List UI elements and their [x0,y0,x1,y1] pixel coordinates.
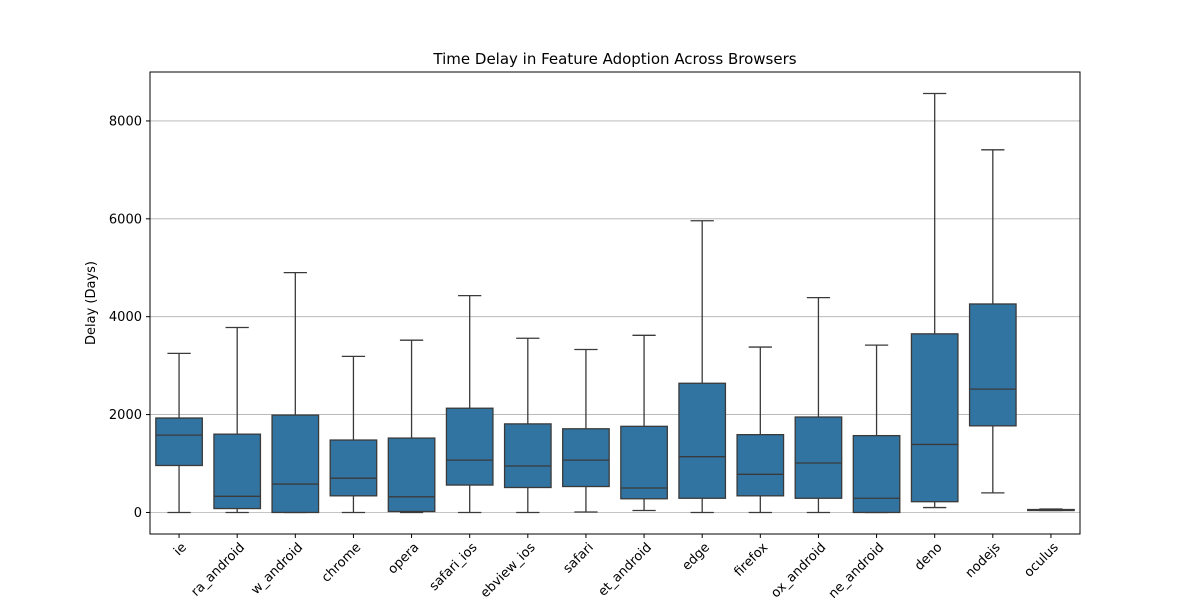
box-group-safari_ios [445,295,494,514]
box-iqr [678,382,727,499]
box-group-edge [678,220,727,514]
x-tick-label: firefox [731,540,771,580]
box-group-safari [562,348,610,513]
box-iqr [213,433,262,510]
x-tick-label: deno [912,540,946,574]
box-iqr [736,434,785,497]
y-tick-label: 0 [134,506,142,521]
box-iqr [445,407,494,486]
x-tick-label: ebview_ios [478,540,539,600]
x-tick-label: nodejs [963,540,1004,581]
box-iqr [155,417,203,467]
x-tick-label: safari [561,540,597,576]
box-group-nodejs [968,149,1017,494]
box-group-ie [155,352,203,514]
x-tick-label: safari_ios [427,540,481,594]
box-group-opera [387,339,436,514]
box-group-webview_ios [503,337,552,514]
box-group-opera_android [213,326,262,514]
x-tick-label: ie [171,540,190,559]
x-tick-label: et_android [596,540,655,599]
x-tick-label: ra_android [189,540,249,600]
x-tick-label: ox_android [768,540,829,600]
box-iqr [271,414,320,514]
x-tick-label: ne_android [826,540,888,600]
box-group-oculus [1027,508,1075,512]
box-iqr [910,333,959,503]
chart-title: Time Delay in Feature Adoption Across Br… [432,50,796,68]
box-group-deno [910,92,959,509]
box-group-firefox_android [794,296,843,514]
x-tick-label: chrome [319,540,364,585]
x-tick-label: oculus [1021,540,1061,580]
box-iqr [968,303,1017,427]
box-iqr [794,416,843,499]
box-iqr [852,434,901,514]
box-iqr [620,425,668,500]
box-group-firefox [736,346,785,514]
y-tick-label: 6000 [109,212,142,227]
box-iqr [387,437,436,513]
box-layer [155,92,1075,514]
x-tick-label: edge [679,540,713,574]
box-iqr [562,428,610,488]
y-tick-label: 4000 [109,310,142,325]
box-group-chrome_android [852,344,901,514]
box-iqr [329,439,378,497]
box-group-chrome [329,355,378,514]
x-tick-label: opera [385,540,422,577]
y-axis-label: Delay (Days) [84,261,99,345]
x-tick-label: w_android [249,540,307,598]
box-iqr [503,423,552,489]
box-group-samsunginternet_android [620,334,668,512]
plot-frame [149,71,1081,535]
y-tick-label: 8000 [109,114,142,129]
box-group-webview_android [271,272,320,514]
y-tick-label: 2000 [109,408,142,423]
y-axis: 0 2000 4000 6000 8000 [109,114,150,521]
